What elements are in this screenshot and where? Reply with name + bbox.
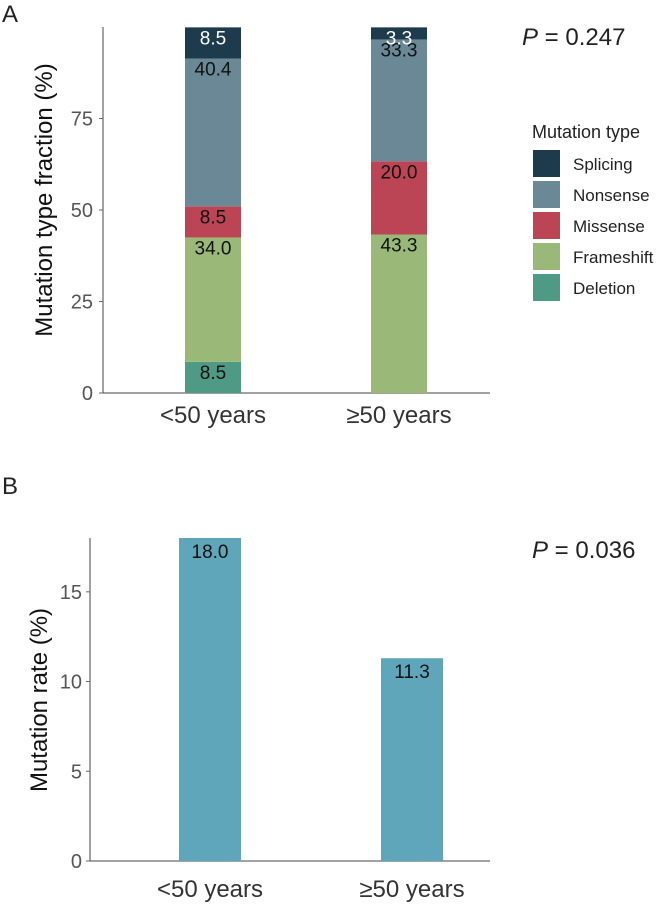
panel-a-p-value: P = 0.247 — [522, 24, 625, 51]
panel-a-bar-segment — [185, 237, 241, 362]
panel-a-y-tick-label: 50 — [71, 200, 93, 222]
legend-label: Splicing — [573, 155, 633, 174]
legend-label: Deletion — [573, 279, 635, 298]
panel-b-x-tick-label: <50 years — [157, 876, 263, 903]
panel-a-x-tick-label: <50 years — [160, 402, 266, 429]
legend-label: Nonsense — [573, 186, 650, 205]
legend-label: Frameshift — [573, 248, 654, 267]
panel-a-bar-segment — [371, 27, 427, 40]
panel-a-bar-segment — [185, 361, 241, 393]
legend-swatch — [533, 212, 560, 239]
panel-a-bar-segment — [371, 39, 427, 162]
panel-b-y-tick-label: 0 — [71, 851, 82, 873]
panel-a-y-tick-label: 25 — [71, 292, 93, 314]
panel-a-data-label: 8.5 — [200, 207, 226, 228]
legend-swatch — [533, 150, 560, 177]
panel-a-y-axis-label: Mutation type fraction (%) — [31, 63, 58, 336]
panel-b-y-tick-label: 15 — [60, 582, 82, 604]
panel-a-data-label: 43.3 — [381, 236, 418, 257]
panel-a-data-label: 33.3 — [381, 40, 418, 61]
legend-swatch — [533, 181, 560, 208]
panel-b-y-tick-label: 5 — [71, 761, 82, 783]
panel-a-data-label: 3.3 — [386, 28, 412, 49]
panel-b-bar — [179, 538, 241, 861]
panel-b-plot: 0 5 10 15 <50 years ≥50 years 18.0 11.3 — [60, 538, 490, 903]
panel-b-label: B — [2, 473, 18, 500]
panel-b-bar — [381, 658, 443, 861]
panel-a-bar-segment — [185, 58, 241, 207]
panel-a-bar-segment — [185, 27, 241, 59]
panel-a-data-label: 8.5 — [200, 28, 226, 49]
legend-title: Mutation type — [532, 122, 640, 142]
panel-b-data-label: 18.0 — [192, 542, 229, 563]
legend-swatch — [533, 243, 560, 270]
panel-b-y-tick-label: 10 — [60, 672, 82, 694]
panel-a-bar-segment — [185, 206, 241, 238]
panel-a-x-tick-label: ≥50 years — [346, 402, 451, 429]
panel-a-data-label: 40.4 — [195, 59, 232, 80]
panel-a-y-tick-label: 0 — [82, 383, 93, 405]
panel-a-bar-segment — [371, 161, 427, 235]
panel-a-data-label: 34.0 — [195, 238, 232, 259]
legend-swatch — [533, 274, 560, 301]
panel-b-x-tick-label: ≥50 years — [359, 876, 464, 903]
panel-a-plot: 0 25 50 75 <50 years ≥50 years 8.5 34.0 8.5 40.4 8… — [71, 27, 490, 429]
panel-a-y-tick-label: 75 — [71, 109, 93, 131]
panel-a-data-label: 8.5 — [200, 363, 226, 384]
panel-a-data-label: 20.0 — [381, 162, 418, 183]
panel-a-label: A — [2, 1, 18, 28]
panel-a-bar-segment — [371, 234, 427, 393]
legend-label: Missense — [573, 217, 645, 236]
panel-b-data-label: 11.3 — [394, 662, 430, 683]
panel-b-p-value: P = 0.036 — [532, 537, 635, 564]
panel-b-y-axis-label: Mutation rate (%) — [26, 608, 53, 792]
legend: Splicing Nonsense Missense Frameshift Deleti… — [533, 150, 654, 301]
